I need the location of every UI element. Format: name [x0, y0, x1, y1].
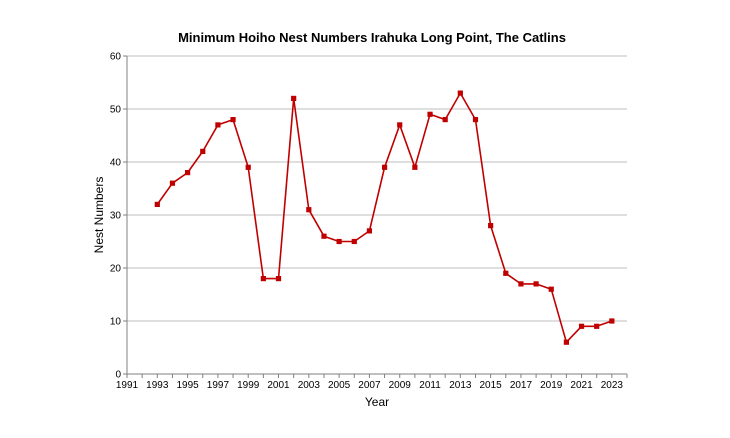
x-tick-label: 1995 — [176, 380, 199, 391]
x-tick-label: 2015 — [480, 380, 503, 391]
x-tick-label: 2013 — [449, 380, 472, 391]
series-layer — [154, 90, 615, 345]
data-point — [215, 122, 221, 128]
data-point — [154, 201, 160, 207]
data-point — [442, 117, 448, 123]
data-point — [533, 281, 539, 287]
data-point — [169, 180, 176, 186]
x-axis-ticks: 1991 1993 1995 1997 1999 2001 2003 2005 2007 2009… — [116, 374, 628, 391]
y-tick-label: 50 — [110, 105, 122, 116]
chart-title: Minimum Hoiho Nest Numbers Irahuka Long … — [178, 30, 566, 45]
y-tick-label: 0 — [115, 370, 121, 381]
y-tick-label: 30 — [110, 211, 122, 222]
data-point — [548, 286, 554, 292]
data-point — [518, 281, 524, 287]
data-point — [260, 276, 266, 282]
data-point — [336, 238, 342, 245]
y-axis-ticks: 0 10 20 30 40 50 60 — [110, 52, 127, 381]
y-tick-label: 20 — [110, 264, 122, 275]
data-point — [472, 117, 479, 123]
y-tick-label: 60 — [110, 52, 122, 63]
x-tick-label: 2017 — [510, 380, 533, 391]
x-tick-label: 2023 — [601, 380, 624, 391]
data-point — [275, 276, 282, 282]
x-tick-label: 2005 — [328, 380, 351, 391]
data-point — [609, 318, 615, 324]
data-point — [503, 270, 509, 276]
data-point — [321, 233, 327, 239]
x-tick-label: 2019 — [540, 380, 563, 391]
x-tick-label: 1997 — [207, 380, 230, 391]
x-tick-label: 2003 — [298, 380, 321, 391]
y-tick-label: 10 — [110, 317, 122, 328]
data-point — [200, 148, 206, 154]
data-point — [291, 95, 297, 101]
x-tick-label: 1991 — [116, 380, 139, 391]
data-point — [230, 117, 236, 123]
data-point — [306, 207, 312, 213]
data-point — [488, 223, 494, 229]
data-point — [185, 170, 191, 176]
x-tick-label: 2007 — [358, 380, 381, 391]
x-tick-label: 1999 — [237, 380, 260, 391]
data-point — [381, 164, 388, 170]
data-point — [427, 111, 433, 117]
data-point — [457, 90, 463, 96]
gridlines — [127, 55, 627, 322]
y-axis-label: Nest Numbers — [92, 177, 106, 254]
data-point — [245, 164, 251, 170]
data-point — [397, 122, 403, 128]
x-tick-label: 2001 — [267, 380, 290, 391]
data-point — [578, 323, 585, 329]
data-point — [563, 339, 569, 345]
x-tick-label: 2021 — [570, 380, 593, 391]
x-axis-label: Year — [365, 395, 389, 409]
data-point — [366, 228, 373, 234]
y-tick-label: 40 — [110, 158, 122, 169]
series-line — [156, 92, 613, 344]
data-point — [594, 323, 600, 329]
x-tick-label: 2009 — [389, 380, 412, 391]
data-point — [351, 238, 357, 245]
data-point — [412, 164, 418, 170]
x-tick-label: 2011 — [419, 380, 441, 391]
x-tick-label: 1993 — [146, 380, 169, 391]
